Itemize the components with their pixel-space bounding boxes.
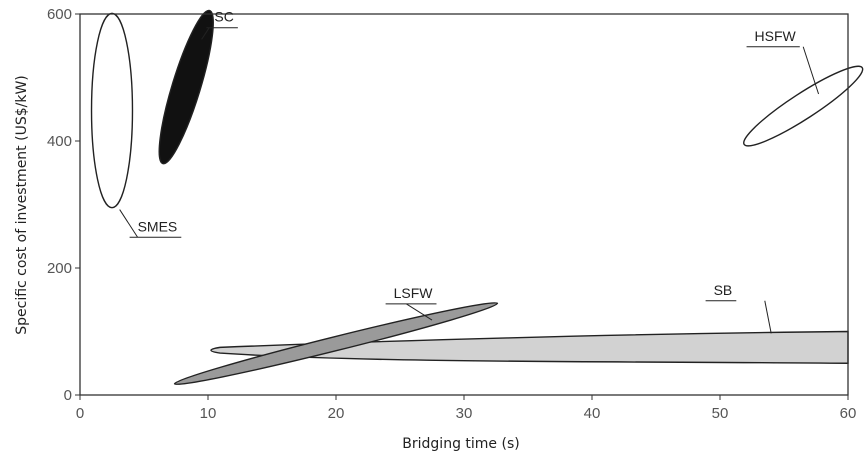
- x-tick-label: 0: [76, 405, 84, 422]
- leader-line: [764, 300, 772, 334]
- leader-line: [119, 209, 139, 238]
- y-tick-label: 400: [47, 133, 72, 150]
- region-sc: [158, 9, 214, 165]
- x-tick-label: 60: [840, 405, 857, 422]
- x-tick-label: 40: [584, 405, 601, 422]
- region-label-smes: SMES: [138, 218, 178, 234]
- labels-layer: SMES SC HSFW LSFW SB: [119, 9, 820, 334]
- y-tick-label: 200: [47, 260, 72, 277]
- leader-line: [201, 27, 210, 40]
- regions-layer: [90, 9, 864, 386]
- leader-line: [802, 46, 820, 95]
- region-sb: [210, 330, 849, 364]
- region-smes: [90, 12, 134, 209]
- y-tick-label: 0: [64, 387, 72, 404]
- y-tick-label: 600: [47, 6, 72, 23]
- region-label-lsfw: LSFW: [394, 285, 434, 301]
- x-axis-title: Bridging time (s): [402, 436, 519, 452]
- leader-line: [406, 303, 433, 321]
- region-hsfw: [743, 65, 864, 147]
- x-tick-label: 20: [328, 405, 345, 422]
- x-tick-label: 10: [200, 405, 217, 422]
- region-label-sb: SB: [714, 282, 733, 298]
- x-tick-label: 50: [712, 405, 729, 422]
- region-label-hsfw: HSFW: [755, 28, 797, 44]
- x-tick-label: 30: [456, 405, 473, 422]
- region-label-sc: SC: [214, 9, 233, 25]
- region-lsfw: [173, 302, 499, 386]
- y-axis-title: Specific cost of investment (US$/kW): [14, 75, 30, 335]
